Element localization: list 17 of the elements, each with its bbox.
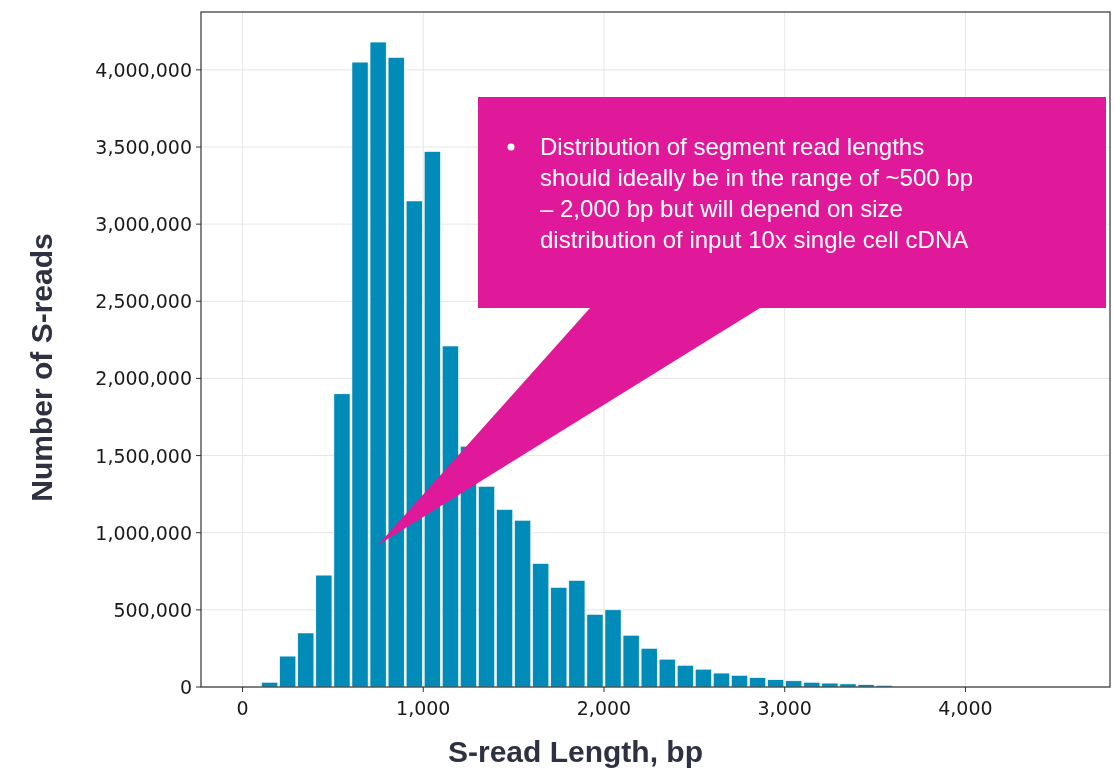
- x-tick-label: 2,000: [576, 697, 632, 719]
- y-tick-label: 3,000,000: [95, 213, 192, 236]
- y-tick-label: 1,000,000: [95, 521, 192, 544]
- x-tick-label: 4,000: [938, 697, 993, 719]
- annotation: Distribution of segment read lengths should ideally be in the range of ~500 bp – 2,000 bp but will depend on size distribution of input 10x single cell cDNA: [540, 133, 973, 253]
- y-tick-label: 500,000: [113, 598, 192, 621]
- x-tick-label: 3,000: [757, 697, 812, 719]
- y-tick-label: 0: [179, 676, 192, 698]
- x-tick-label: 0: [236, 697, 249, 719]
- y-tick-label: 2,000,000: [95, 367, 192, 390]
- y-tick-label: 3,500,000: [95, 136, 192, 158]
- y-tick-label: 1,500,000: [95, 444, 192, 467]
- y-tick-label: 2,500,000: [95, 290, 192, 313]
- y-axis-title: Number of S-reads: [25, 233, 58, 502]
- x-tick-label: 1,000: [396, 697, 451, 719]
- y-tick-label: 4,000,000: [95, 58, 192, 81]
- x-axis-title: S-read Length, bp: [448, 735, 703, 768]
